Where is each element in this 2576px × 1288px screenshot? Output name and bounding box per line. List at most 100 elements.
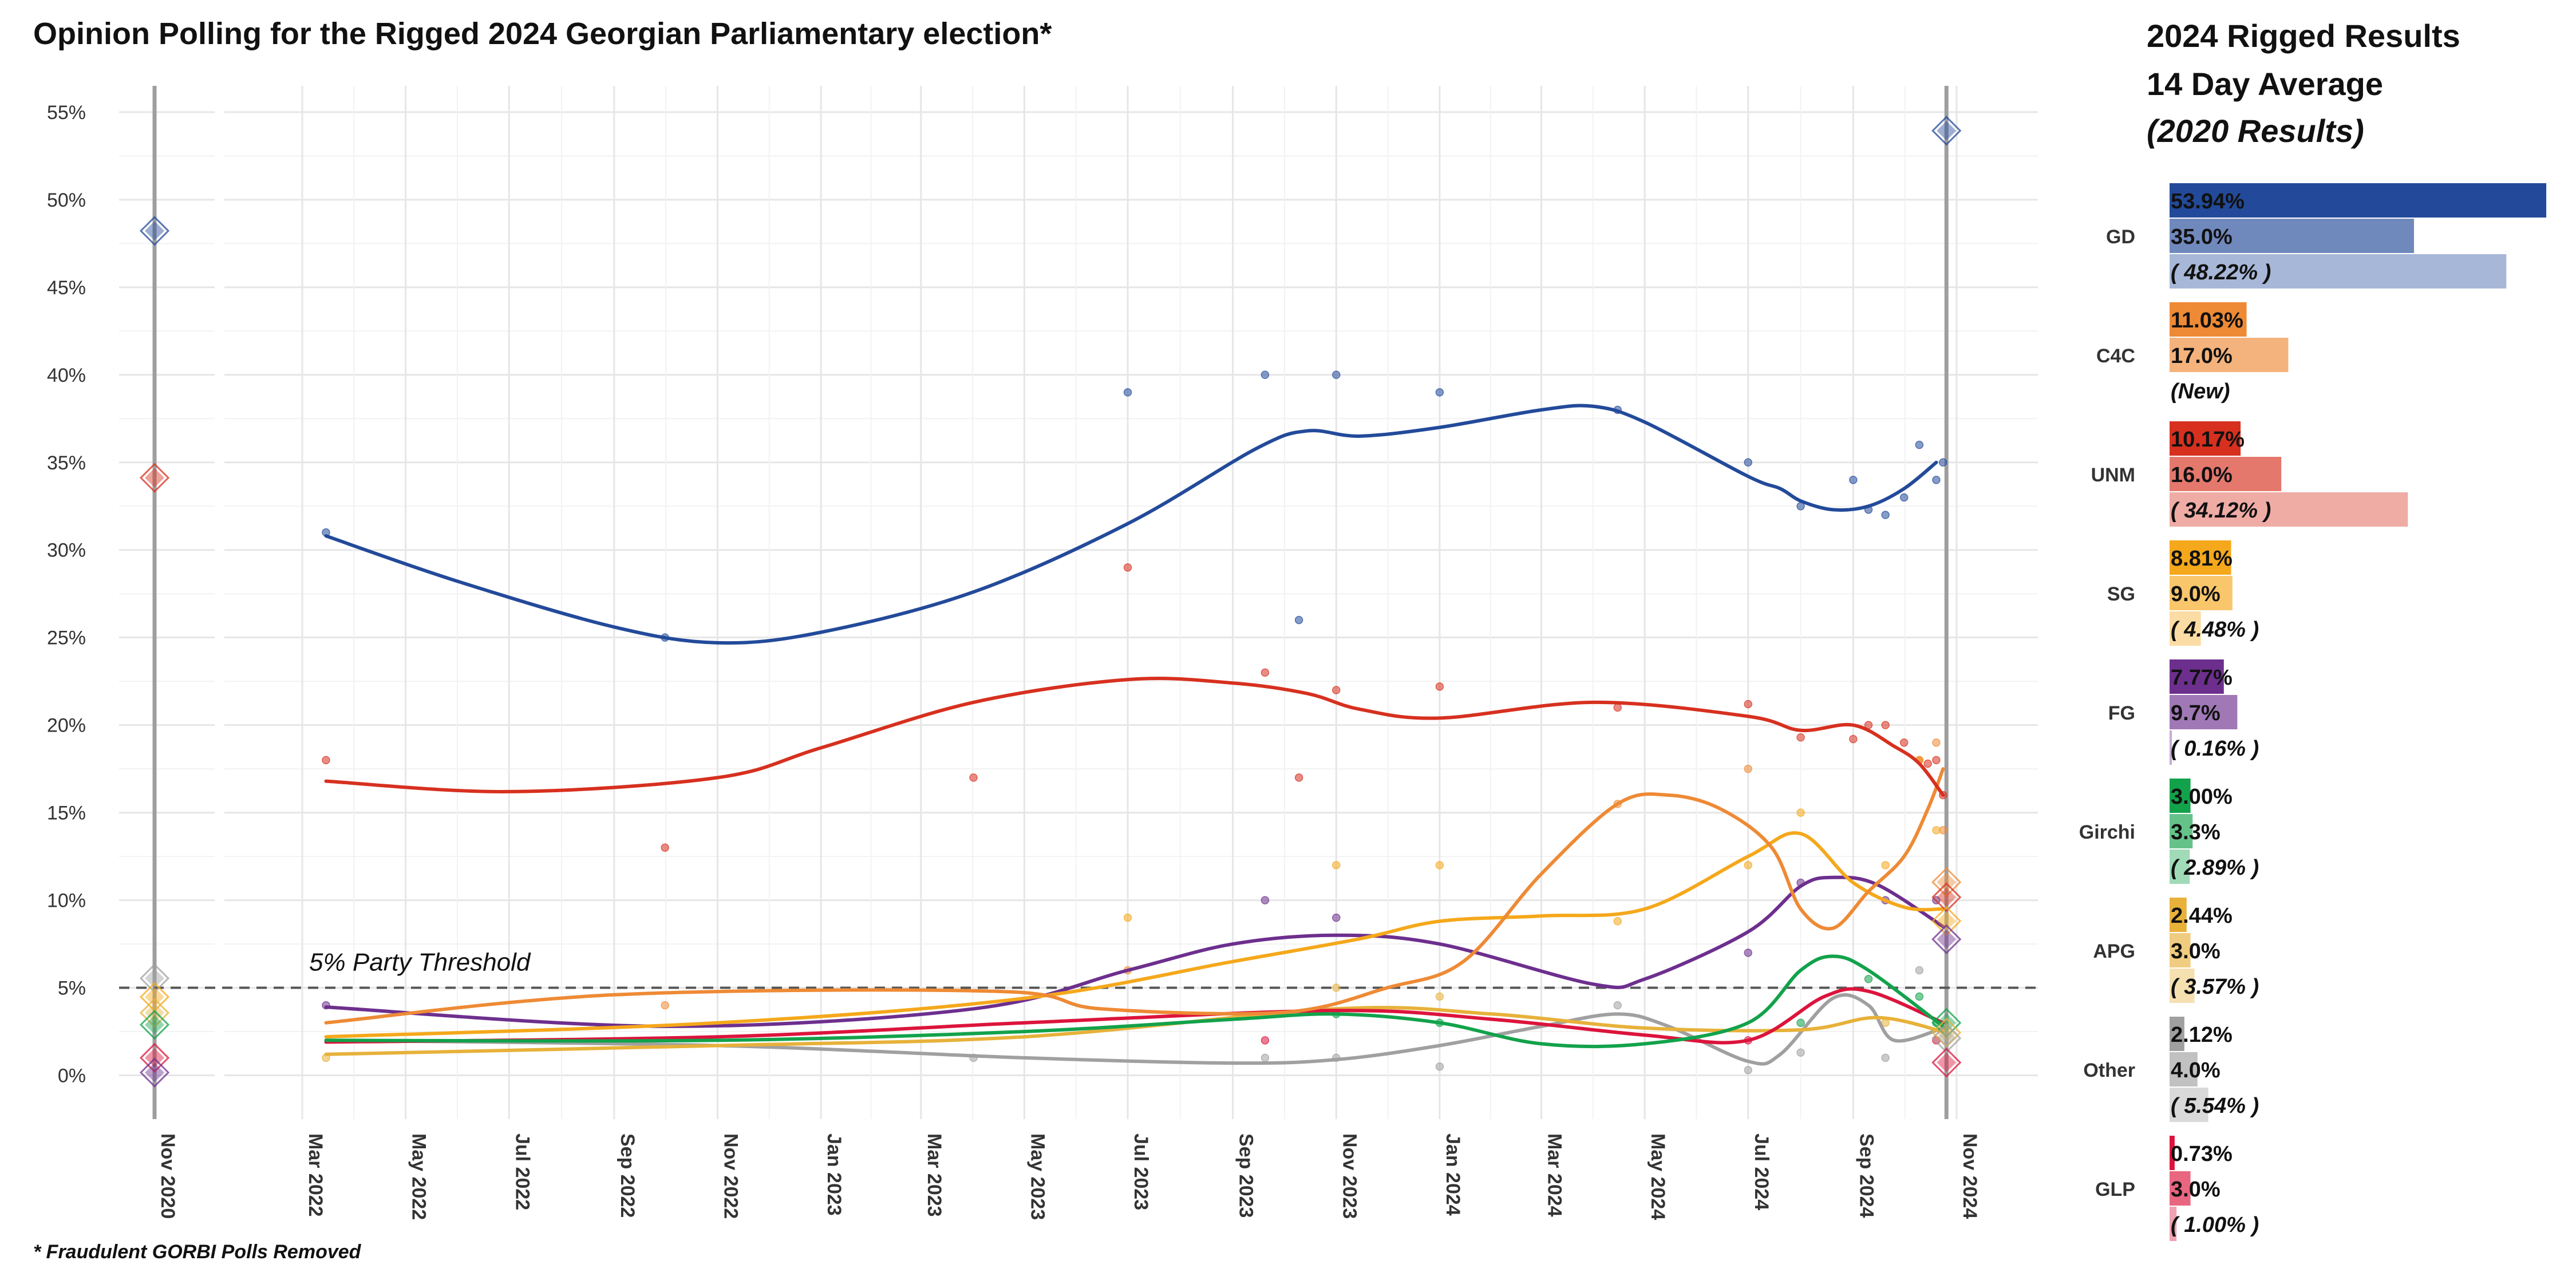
bar-gd-1 xyxy=(2170,219,2414,253)
bar-sg-0 xyxy=(2170,540,2231,575)
poll-point-other xyxy=(1435,1062,1444,1071)
bar-value-label: 9.7% xyxy=(2171,701,2221,725)
election-2020-marker-gd xyxy=(139,216,170,246)
bar-value-label: 7.77% xyxy=(2171,666,2233,690)
poll-point-gd xyxy=(1332,370,1341,380)
election-2020-marker-girchi xyxy=(139,1009,170,1040)
poll-point-sg xyxy=(1744,861,1753,870)
bar-category-label: GLP xyxy=(2095,1179,2135,1200)
poll-point-unm xyxy=(1932,756,1941,765)
poll-point-sg xyxy=(1881,861,1890,870)
election-2020-marker-fg-fill xyxy=(145,1062,164,1082)
trend-line-apg xyxy=(324,1006,1945,1056)
x-tick-label: Sep 2022 xyxy=(617,1133,638,1218)
x-tick-label: Nov 2023 xyxy=(1338,1133,1360,1219)
bar-value-label: 0.73% xyxy=(2171,1142,2233,1166)
trend-line-glp xyxy=(324,987,1945,1045)
x-tick-label: Nov 2024 xyxy=(1959,1133,1981,1219)
election-2024-marker-girchi-fill xyxy=(1937,1013,1957,1033)
poll-point-fg xyxy=(1744,949,1753,957)
election-2020-marker-unm-fill xyxy=(145,468,164,488)
poll-point-unm xyxy=(1923,759,1932,768)
y-tick-label: 5% xyxy=(58,978,86,999)
bar-value-label: ( 3.57% ) xyxy=(2171,975,2259,999)
poll-point-sg xyxy=(1613,917,1622,926)
bar-other-2 xyxy=(2170,1088,2208,1122)
trend-line-unm xyxy=(324,677,1945,797)
bar-value-label: (New) xyxy=(2171,380,2230,404)
threshold-label: 5% Party Threshold xyxy=(309,949,531,977)
bar-unm-2 xyxy=(2170,492,2408,527)
results-bar-chart: GD 53.94% 35.0% ( 48.22% ) C4C 11.03% 17.0% (Ne… xyxy=(2079,183,2547,1241)
bar-glp-0 xyxy=(2170,1136,2175,1170)
bar-unm-1 xyxy=(2170,457,2282,491)
y-tick-label: 15% xyxy=(47,803,86,824)
election-2024-marker-other xyxy=(1931,1023,1962,1053)
poll-point-unm xyxy=(1613,703,1622,712)
trend-line-gd xyxy=(324,404,1938,645)
election-markers xyxy=(139,116,1962,1088)
bar-girchi-2 xyxy=(2170,850,2190,884)
y-tick-label: 40% xyxy=(47,365,86,386)
poll-point-unm xyxy=(322,756,330,765)
x-tick-label: Mar 2023 xyxy=(923,1133,945,1217)
poll-point-unm xyxy=(1899,738,1909,747)
bar-value-label: 2.44% xyxy=(2171,904,2233,928)
x-tick-label: Jan 2023 xyxy=(823,1133,845,1216)
bar-value-label: 35.0% xyxy=(2171,225,2233,249)
poll-point-gd xyxy=(1899,493,1909,502)
x-tick-label: Mar 2022 xyxy=(305,1133,326,1217)
poll-point-gd xyxy=(1849,476,1858,484)
bar-value-label: 3.0% xyxy=(2171,1178,2221,1202)
poll-point-apg xyxy=(1435,992,1444,1001)
x-tick-label: Nov 2020 xyxy=(157,1133,179,1219)
election-2020-marker-glp xyxy=(139,1042,170,1073)
bar-category-label: UNM xyxy=(2091,464,2135,486)
poll-point-gd xyxy=(1294,615,1303,625)
x-tick-label: Jul 2022 xyxy=(511,1133,533,1210)
poll-point-gd xyxy=(1744,458,1753,467)
x-tick-label: Sep 2023 xyxy=(1235,1133,1257,1218)
poll-point-unm xyxy=(1294,773,1303,782)
bar-value-label: ( 5.54% ) xyxy=(2171,1094,2259,1118)
bar-value-label: ( 48.22% ) xyxy=(2171,260,2271,285)
poll-point-unm xyxy=(1261,668,1270,677)
y-tick-label: 25% xyxy=(47,627,86,649)
bar-value-label: 10.17% xyxy=(2171,428,2245,452)
bar-apg-1 xyxy=(2170,933,2191,967)
election-2024-marker-fg-fill xyxy=(1937,929,1957,949)
bar-category-label: APG xyxy=(2093,941,2135,962)
election-2024-marker-c4c xyxy=(1931,867,1962,898)
x-tick-label: Jul 2023 xyxy=(1130,1133,1152,1210)
election-2020-marker-unm xyxy=(139,463,170,493)
bar-category-label: GD xyxy=(2106,226,2135,248)
poll-point-sg xyxy=(1332,861,1341,870)
sidebar-title-line1: 2024 Rigged Results xyxy=(2147,18,2460,54)
poll-point-apg xyxy=(1332,983,1341,992)
y-tick-label: 35% xyxy=(47,452,86,474)
poll-point-gd xyxy=(1932,476,1941,484)
x-tick-label: May 2023 xyxy=(1026,1133,1048,1220)
election-2020-marker-other-fill xyxy=(145,969,164,989)
bar-value-label: 17.0% xyxy=(2171,344,2233,368)
poll-point-c4c xyxy=(661,1001,669,1010)
bar-unm-0 xyxy=(2170,421,2241,456)
poll-point-c4c xyxy=(1932,738,1941,747)
poll-point-fg xyxy=(1332,913,1341,922)
election-2024-marker-sg xyxy=(1931,906,1962,937)
poll-point-unm xyxy=(1849,734,1858,744)
poll-point-glp xyxy=(1261,1036,1270,1045)
poll-point-unm xyxy=(661,843,669,852)
trend-line-other xyxy=(324,993,1945,1066)
bar-value-label: 3.3% xyxy=(2171,820,2221,844)
poll-point-girchi xyxy=(1915,992,1924,1001)
poll-point-other xyxy=(1744,1066,1753,1074)
x-tick-label: Nov 2022 xyxy=(720,1133,741,1219)
bar-category-label: Other xyxy=(2083,1060,2135,1081)
bar-value-label: 16.0% xyxy=(2171,463,2233,487)
election-2024-marker-c4c-fill xyxy=(1937,872,1957,892)
bar-apg-0 xyxy=(2170,898,2187,932)
bar-other-0 xyxy=(2170,1017,2184,1051)
footnote: * Fraudulent GORBI Polls Removed xyxy=(33,1241,361,1263)
x-tick-label: May 2024 xyxy=(1647,1133,1669,1220)
